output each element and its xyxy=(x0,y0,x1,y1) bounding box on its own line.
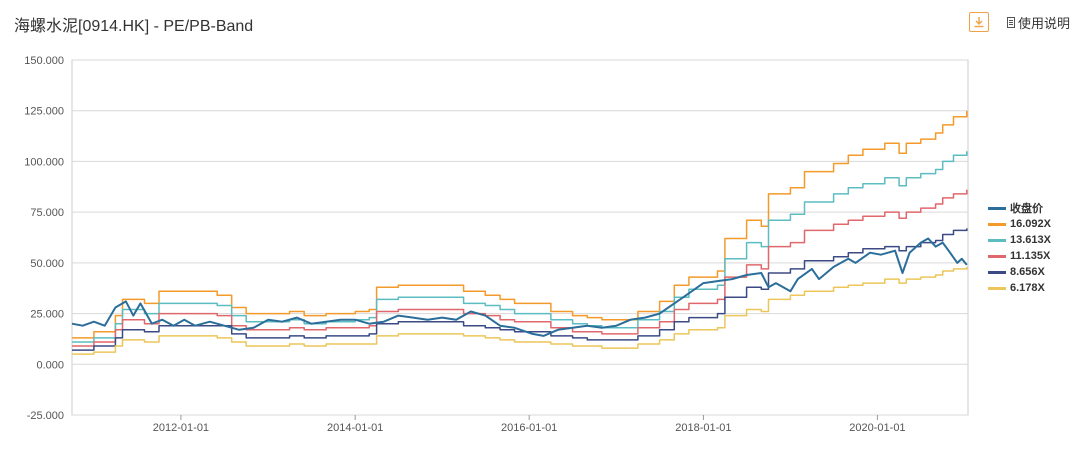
page-title: 海螺水泥[0914.HK] - PE/PB-Band xyxy=(14,18,254,35)
series-line-close-price xyxy=(71,237,968,337)
pe-band-chart: 150.000 125.000 100.000 75.000 50.000 25.000 0… xyxy=(24,55,969,434)
series-line-13613X xyxy=(72,151,968,343)
x-tick-label: 2012-01-01 xyxy=(153,422,209,434)
legend-label: 收盘价 xyxy=(1010,203,1043,215)
series-line-11135X xyxy=(72,189,968,347)
x-tick-label: 2016-01-01 xyxy=(501,422,557,434)
x-tick-label: 2014-01-01 xyxy=(327,422,383,434)
download-icon xyxy=(974,17,984,28)
y-axis: 150.000 125.000 100.000 75.000 50.000 25.000 0… xyxy=(24,55,64,422)
y-tick-label: 0.000 xyxy=(36,359,64,371)
legend-label: 8.656X xyxy=(1010,266,1045,278)
legend-item[interactable]: 16.092X xyxy=(988,216,1051,232)
legend-swatch xyxy=(988,206,1006,210)
y-tick-label: -25.000 xyxy=(27,410,64,422)
download-button[interactable] xyxy=(968,12,989,32)
x-tick-label: 2018-01-01 xyxy=(675,422,731,434)
x-axis: 2012-01-01 2014-01-01 2016-01-01 2018-01-01… xyxy=(153,415,906,434)
series-line-8656X xyxy=(72,228,968,351)
chart-container: 150.000 125.000 100.000 75.000 50.000 25.000 0… xyxy=(0,40,1080,447)
document-icon xyxy=(1006,16,1015,28)
legend-label: 13.613X xyxy=(1010,234,1051,246)
plot-area xyxy=(71,59,969,416)
y-tick-label: 75.000 xyxy=(30,207,64,219)
legend-item[interactable]: 8.656X xyxy=(988,264,1051,280)
y-tick-label: 100.000 xyxy=(24,156,64,168)
legend-item[interactable]: 11.135X xyxy=(988,248,1051,264)
y-tick-label: 125.000 xyxy=(24,106,64,118)
legend-swatch xyxy=(988,222,1006,226)
legend-swatch xyxy=(988,270,1006,274)
series-line-6178X xyxy=(72,266,968,355)
y-tick-label: 25.000 xyxy=(30,309,64,321)
legend-label: 16.092X xyxy=(1010,218,1051,230)
legend-item[interactable]: 13.613X xyxy=(988,232,1051,248)
toolbar: 使用说明 xyxy=(968,12,1070,32)
legend: 收盘价 16.092X 13.613X 11.135X 8.656X 6.178X xyxy=(988,200,1051,296)
legend-item[interactable]: 收盘价 xyxy=(988,200,1051,216)
legend-label: 11.135X xyxy=(1010,250,1051,262)
legend-swatch xyxy=(988,254,1006,258)
series-group xyxy=(71,110,968,355)
y-tick-label: 150.000 xyxy=(24,55,64,67)
x-tick-label: 2020-01-01 xyxy=(849,422,905,434)
series-line-16092X xyxy=(72,110,968,339)
help-label: 使用说明 xyxy=(1017,15,1070,31)
help-link[interactable]: 使用说明 xyxy=(1006,13,1070,32)
legend-swatch xyxy=(988,238,1006,242)
legend-swatch xyxy=(988,286,1006,290)
legend-label: 6.178X xyxy=(1010,282,1045,294)
legend-item[interactable]: 6.178X xyxy=(988,280,1051,296)
y-tick-label: 50.000 xyxy=(30,258,64,270)
